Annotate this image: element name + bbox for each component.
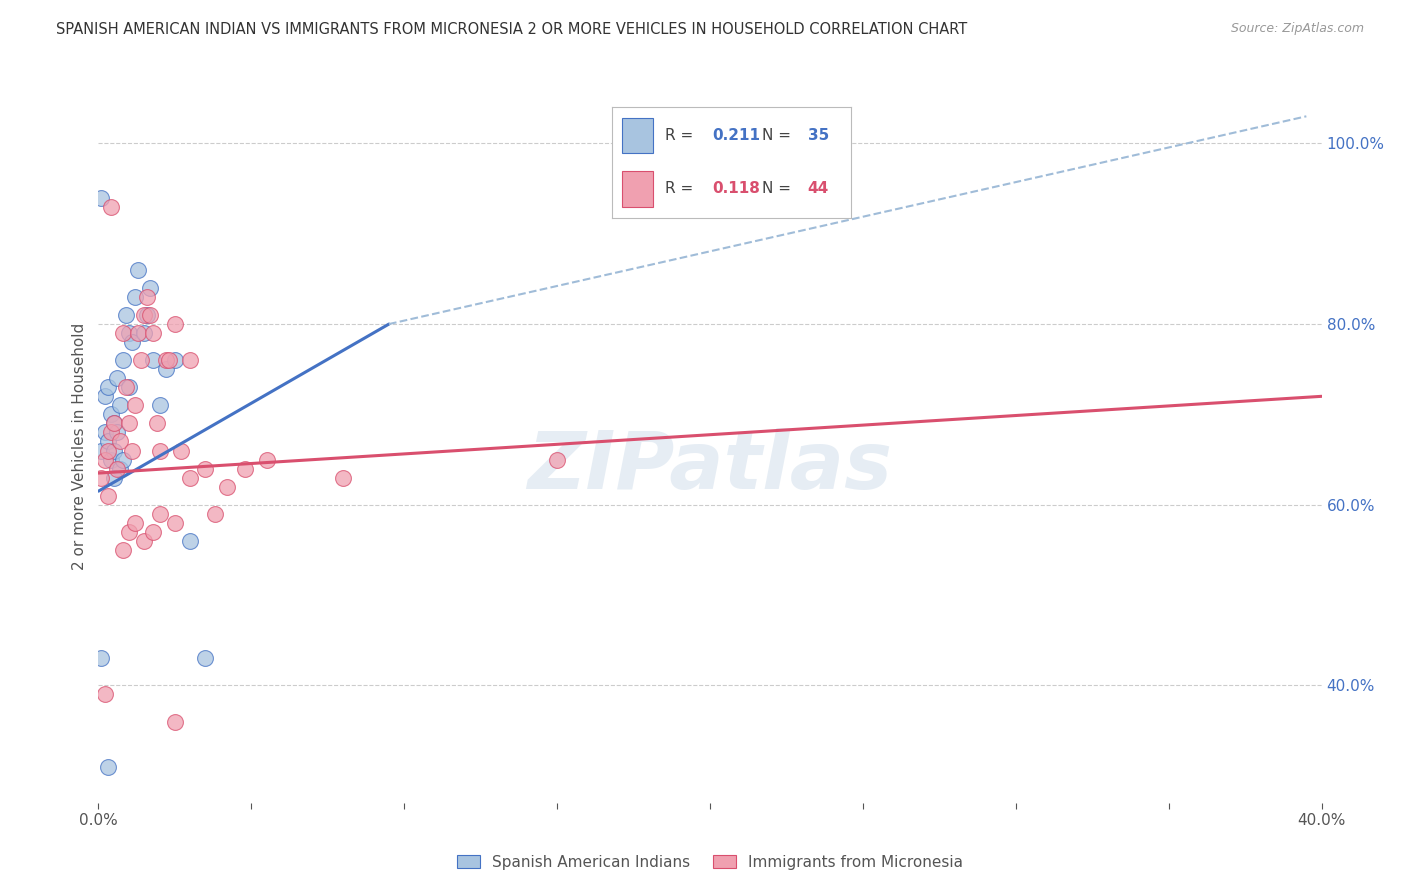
Point	[100, 452, 122, 467]
Point	[105, 461, 128, 475]
Point	[103, 443, 125, 458]
Point	[100, 408, 122, 422]
Text: Source: ZipAtlas.com: Source: ZipAtlas.com	[1230, 22, 1364, 36]
Point	[97, 380, 120, 394]
Point	[157, 353, 180, 368]
Text: ZIPatlas: ZIPatlas	[527, 428, 893, 507]
Point	[149, 443, 172, 458]
Point	[108, 398, 131, 412]
Point	[136, 290, 159, 304]
Point	[256, 452, 278, 467]
Point	[134, 533, 156, 548]
Point	[97, 759, 120, 773]
Point	[134, 308, 156, 322]
Point	[103, 470, 125, 484]
Point	[108, 434, 131, 449]
Point	[90, 443, 112, 458]
Y-axis label: 2 or more Vehicles in Household: 2 or more Vehicles in Household	[72, 322, 87, 570]
Point	[118, 524, 141, 539]
Point	[546, 452, 568, 467]
Point	[111, 452, 134, 467]
Point	[115, 308, 138, 322]
Point	[97, 434, 120, 449]
Point	[139, 308, 162, 322]
Point	[108, 461, 131, 475]
Point	[215, 480, 238, 494]
Point	[179, 353, 201, 368]
Point	[124, 398, 146, 412]
Point	[93, 425, 115, 440]
Point	[142, 353, 165, 368]
Point	[111, 542, 134, 557]
Point	[163, 317, 186, 331]
Point	[149, 398, 172, 412]
Point	[149, 507, 172, 521]
Legend: Spanish American Indians, Immigrants from Micronesia: Spanish American Indians, Immigrants fro…	[450, 847, 970, 877]
Point	[103, 417, 125, 431]
Point	[111, 353, 134, 368]
Point	[155, 353, 177, 368]
Point	[142, 326, 165, 340]
Point	[90, 470, 112, 484]
Text: SPANISH AMERICAN INDIAN VS IMMIGRANTS FROM MICRONESIA 2 OR MORE VEHICLES IN HOUS: SPANISH AMERICAN INDIAN VS IMMIGRANTS FR…	[56, 22, 967, 37]
Point	[139, 281, 162, 295]
Point	[105, 371, 128, 385]
Point	[97, 443, 120, 458]
Point	[233, 461, 256, 475]
Point	[115, 380, 138, 394]
Point	[121, 335, 143, 350]
Point	[90, 651, 112, 665]
Point	[93, 452, 115, 467]
Point	[145, 417, 167, 431]
Point	[142, 524, 165, 539]
Point	[90, 191, 112, 205]
Point	[136, 308, 159, 322]
Point	[194, 461, 217, 475]
Point	[118, 380, 141, 394]
Point	[100, 425, 122, 440]
Point	[118, 326, 141, 340]
Point	[179, 470, 201, 484]
Point	[97, 489, 120, 503]
Point	[118, 417, 141, 431]
Point	[124, 290, 146, 304]
Point	[124, 516, 146, 530]
Point	[179, 533, 201, 548]
Point	[194, 651, 217, 665]
Point	[170, 443, 193, 458]
Point	[127, 263, 149, 277]
Point	[155, 362, 177, 376]
Point	[134, 326, 156, 340]
Point	[127, 326, 149, 340]
Point	[105, 425, 128, 440]
Point	[163, 714, 186, 729]
Point	[93, 389, 115, 403]
Point	[111, 326, 134, 340]
Point	[204, 507, 226, 521]
Point	[121, 443, 143, 458]
Point	[332, 470, 354, 484]
Point	[93, 687, 115, 701]
Point	[100, 200, 122, 214]
Point	[163, 353, 186, 368]
Point	[163, 516, 186, 530]
Point	[129, 353, 152, 368]
Point	[103, 417, 125, 431]
